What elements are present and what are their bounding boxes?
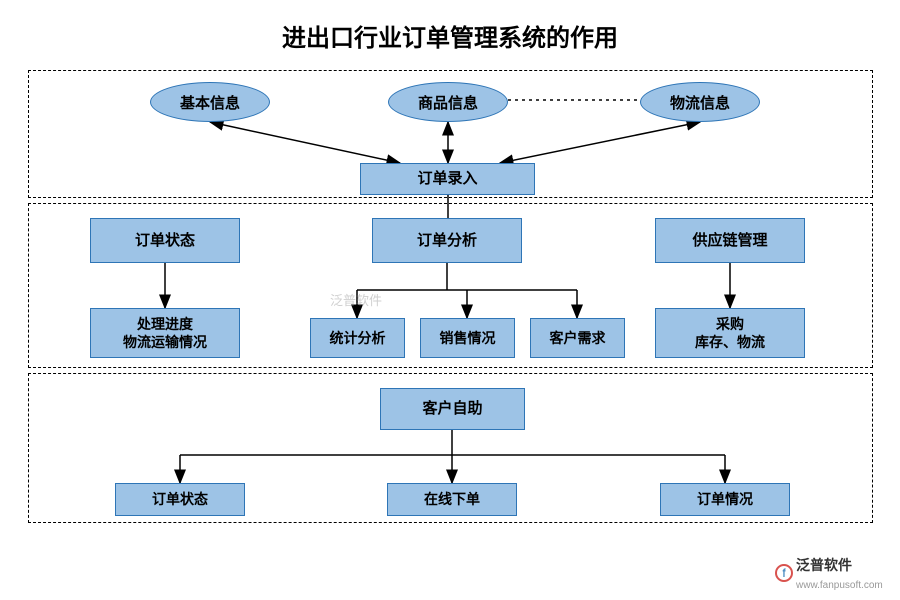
box-b_progress: 处理进度 物流运输情况	[90, 308, 240, 358]
logo-icon: f	[775, 564, 793, 582]
box-b_demand: 客户需求	[530, 318, 625, 358]
ellipse-e_logis: 物流信息	[640, 82, 760, 122]
ellipse-e_product: 商品信息	[388, 82, 508, 122]
box-b_osit: 订单情况	[660, 483, 790, 516]
watermark-corner: f 泛普软件 www.fanpusoft.com	[775, 555, 883, 591]
box-b_purchase: 采购 库存、物流	[655, 308, 805, 358]
ellipse-e_basic: 基本信息	[150, 82, 270, 122]
box-b_selfserv: 客户自助	[380, 388, 525, 430]
box-b_status: 订单状态	[90, 218, 240, 263]
box-b_online: 在线下单	[387, 483, 517, 516]
box-b_sales: 销售情况	[420, 318, 515, 358]
box-b_stats: 统计分析	[310, 318, 405, 358]
box-b_ostatus: 订单状态	[115, 483, 245, 516]
diagram-title: 进出口行业订单管理系统的作用	[0, 18, 900, 53]
box-b_analysis: 订单分析	[372, 218, 522, 263]
box-b_supply: 供应链管理	[655, 218, 805, 263]
box-b_entry: 订单录入	[360, 163, 535, 195]
